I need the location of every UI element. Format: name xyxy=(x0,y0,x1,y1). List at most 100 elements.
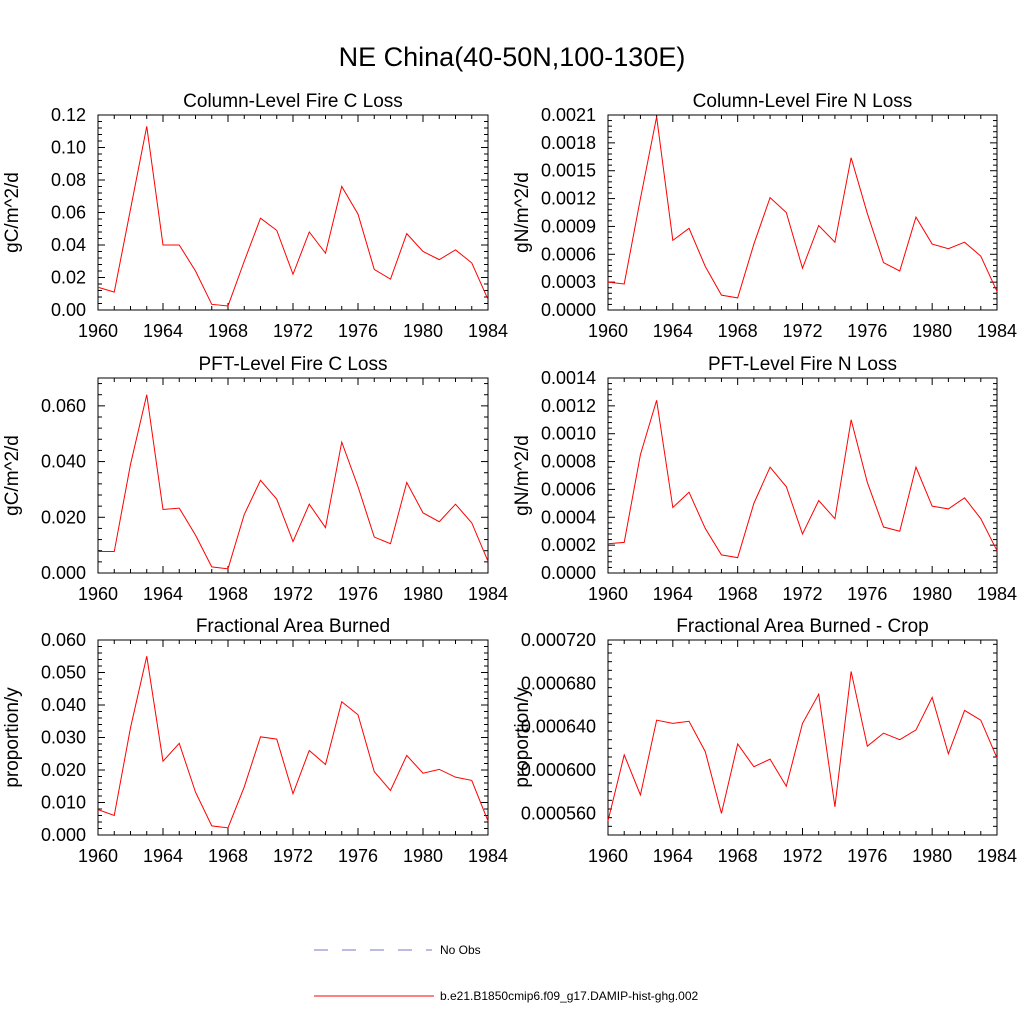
y-axis-label: gN/m^2/d xyxy=(512,435,533,516)
y-tick-label: 0.040 xyxy=(41,452,86,472)
y-tick-label: 0.12 xyxy=(51,105,86,125)
x-tick-label: 1984 xyxy=(977,846,1017,866)
panel-pft-fire-c: PFT-Level Fire C Loss gC/m^2/d 1960 1964 196… xyxy=(2,354,508,604)
y-tick-label: 0.0012 xyxy=(541,396,596,416)
x-tick-label: 1976 xyxy=(847,846,887,866)
x-tick-label: 1972 xyxy=(782,584,822,604)
plot-frame xyxy=(97,639,489,836)
y-tick-label: 0.000 xyxy=(41,825,86,845)
y-axis-label: proportion/y xyxy=(2,687,23,788)
y-axis-label: gN/m^2/d xyxy=(512,172,533,253)
y-tick-label: 0.050 xyxy=(41,663,86,683)
panel-title: PFT-Level Fire N Loss xyxy=(708,354,897,375)
panels: Column-Level Fire C Loss gC/m^2/d 1960 1964… xyxy=(2,91,1017,866)
x-tick-label: 1980 xyxy=(912,584,952,604)
y-tick-label: 0.00 xyxy=(51,300,86,320)
y-tick-label: 0.030 xyxy=(41,728,86,748)
legend-label-no-obs: No Obs xyxy=(440,943,481,957)
x-tick-label: 1976 xyxy=(338,321,378,341)
x-tick-label: 1968 xyxy=(208,846,248,866)
x-tick-label: 1980 xyxy=(403,846,443,866)
series-line xyxy=(98,394,489,570)
series-line xyxy=(97,126,489,307)
x-tick-label: 1964 xyxy=(653,321,693,341)
panel-title: Fractional Area Burned xyxy=(196,616,390,637)
x-tick-label: 1968 xyxy=(208,584,248,604)
panel-title: PFT-Level Fire C Loss xyxy=(199,354,388,375)
x-tick-label: 1964 xyxy=(143,584,183,604)
plot-frame xyxy=(607,639,998,836)
y-tick-label: 0.0004 xyxy=(541,507,596,527)
y-tick-label: 0.0000 xyxy=(541,563,596,583)
plot-frame xyxy=(97,114,489,311)
y-tick-label: 0.060 xyxy=(41,396,86,416)
y-tick-label: 0.0006 xyxy=(541,244,596,264)
x-tick-label: 1964 xyxy=(143,846,183,866)
x-tick-label: 1964 xyxy=(143,321,183,341)
panel-title: Column-Level Fire N Loss xyxy=(693,91,913,112)
panel-col-fire-c: Column-Level Fire C Loss gC/m^2/d 1960 1964… xyxy=(2,91,508,341)
y-tick-label: 0.0021 xyxy=(541,105,596,125)
y-tick-label: 0.060 xyxy=(41,630,86,650)
panel-area-burned: Fractional Area Burned proportion/y 1960 19… xyxy=(2,616,508,866)
x-tick-label: 1980 xyxy=(403,321,443,341)
x-tick-label: 1972 xyxy=(273,584,313,604)
y-tick-label: 0.000560 xyxy=(521,803,596,823)
panel-pft-fire-n: PFT-Level Fire N Loss gN/m^2/d 1960 1964 196… xyxy=(512,354,1017,604)
x-tick-label: 1972 xyxy=(273,321,313,341)
y-axis-label: proportion/y xyxy=(512,687,533,788)
x-tick-label: 1972 xyxy=(782,846,822,866)
x-tick-label: 1980 xyxy=(403,584,443,604)
x-tick-label: 1960 xyxy=(588,846,628,866)
y-tick-label: 0.000 xyxy=(41,563,86,583)
x-tick-label: 1960 xyxy=(78,584,118,604)
y-tick-label: 0.0015 xyxy=(541,161,596,181)
x-tick-label: 1968 xyxy=(208,321,248,341)
y-tick-label: 0.0003 xyxy=(541,272,596,292)
y-tick-label: 0.000600 xyxy=(521,760,596,780)
y-tick-label: 0.02 xyxy=(51,268,86,288)
y-tick-label: 0.0000 xyxy=(541,300,596,320)
y-tick-label: 0.020 xyxy=(41,760,86,780)
x-tick-label: 1960 xyxy=(78,846,118,866)
y-tick-label: 0.10 xyxy=(51,138,86,158)
y-tick-label: 0.06 xyxy=(51,203,86,223)
x-tick-label: 1960 xyxy=(588,584,628,604)
x-tick-label: 1972 xyxy=(273,846,313,866)
y-tick-label: 0.0009 xyxy=(541,216,596,236)
x-tick-label: 1984 xyxy=(977,321,1017,341)
legend-label-model: b.e21.B1850cmip6.f09_g17.DAMIP-hist-ghg.… xyxy=(440,989,698,1003)
x-tick-label: 1960 xyxy=(78,321,118,341)
x-tick-label: 1980 xyxy=(912,846,952,866)
x-tick-label: 1976 xyxy=(847,321,887,341)
y-tick-label: 0.0008 xyxy=(541,452,596,472)
series-line xyxy=(97,656,489,829)
panel-area-burned-crop: Fractional Area Burned - Crop proportion/… xyxy=(512,616,1017,866)
y-tick-label: 0.0014 xyxy=(541,368,596,388)
y-tick-label: 0.0006 xyxy=(541,479,596,499)
x-tick-label: 1964 xyxy=(653,846,693,866)
series-line xyxy=(607,400,998,559)
y-tick-label: 0.000640 xyxy=(521,717,596,737)
y-tick-label: 0.040 xyxy=(41,695,86,715)
y-tick-label: 0.0012 xyxy=(541,189,596,209)
y-axis-label: gC/m^2/d xyxy=(2,172,23,253)
x-tick-label: 1984 xyxy=(977,584,1017,604)
x-tick-label: 1984 xyxy=(468,846,508,866)
panel-title: Column-Level Fire C Loss xyxy=(183,91,403,112)
x-tick-label: 1980 xyxy=(912,321,952,341)
y-tick-label: 0.0018 xyxy=(541,133,596,153)
plot-frame xyxy=(607,377,998,574)
x-tick-label: 1976 xyxy=(847,584,887,604)
y-tick-label: 0.08 xyxy=(51,170,86,190)
panel-col-fire-n: Column-Level Fire N Loss gN/m^2/d 1960 1964… xyxy=(512,91,1017,341)
y-tick-label: 0.000680 xyxy=(521,673,596,693)
y-tick-label: 0.04 xyxy=(51,235,86,255)
y-axis-label: gC/m^2/d xyxy=(2,435,23,516)
y-tick-label: 0.0010 xyxy=(541,424,596,444)
y-tick-label: 0.020 xyxy=(41,507,86,527)
x-tick-label: 1976 xyxy=(338,584,378,604)
figure-title: NE China(40-50N,100-130E) xyxy=(339,42,686,72)
series-line xyxy=(607,116,998,299)
